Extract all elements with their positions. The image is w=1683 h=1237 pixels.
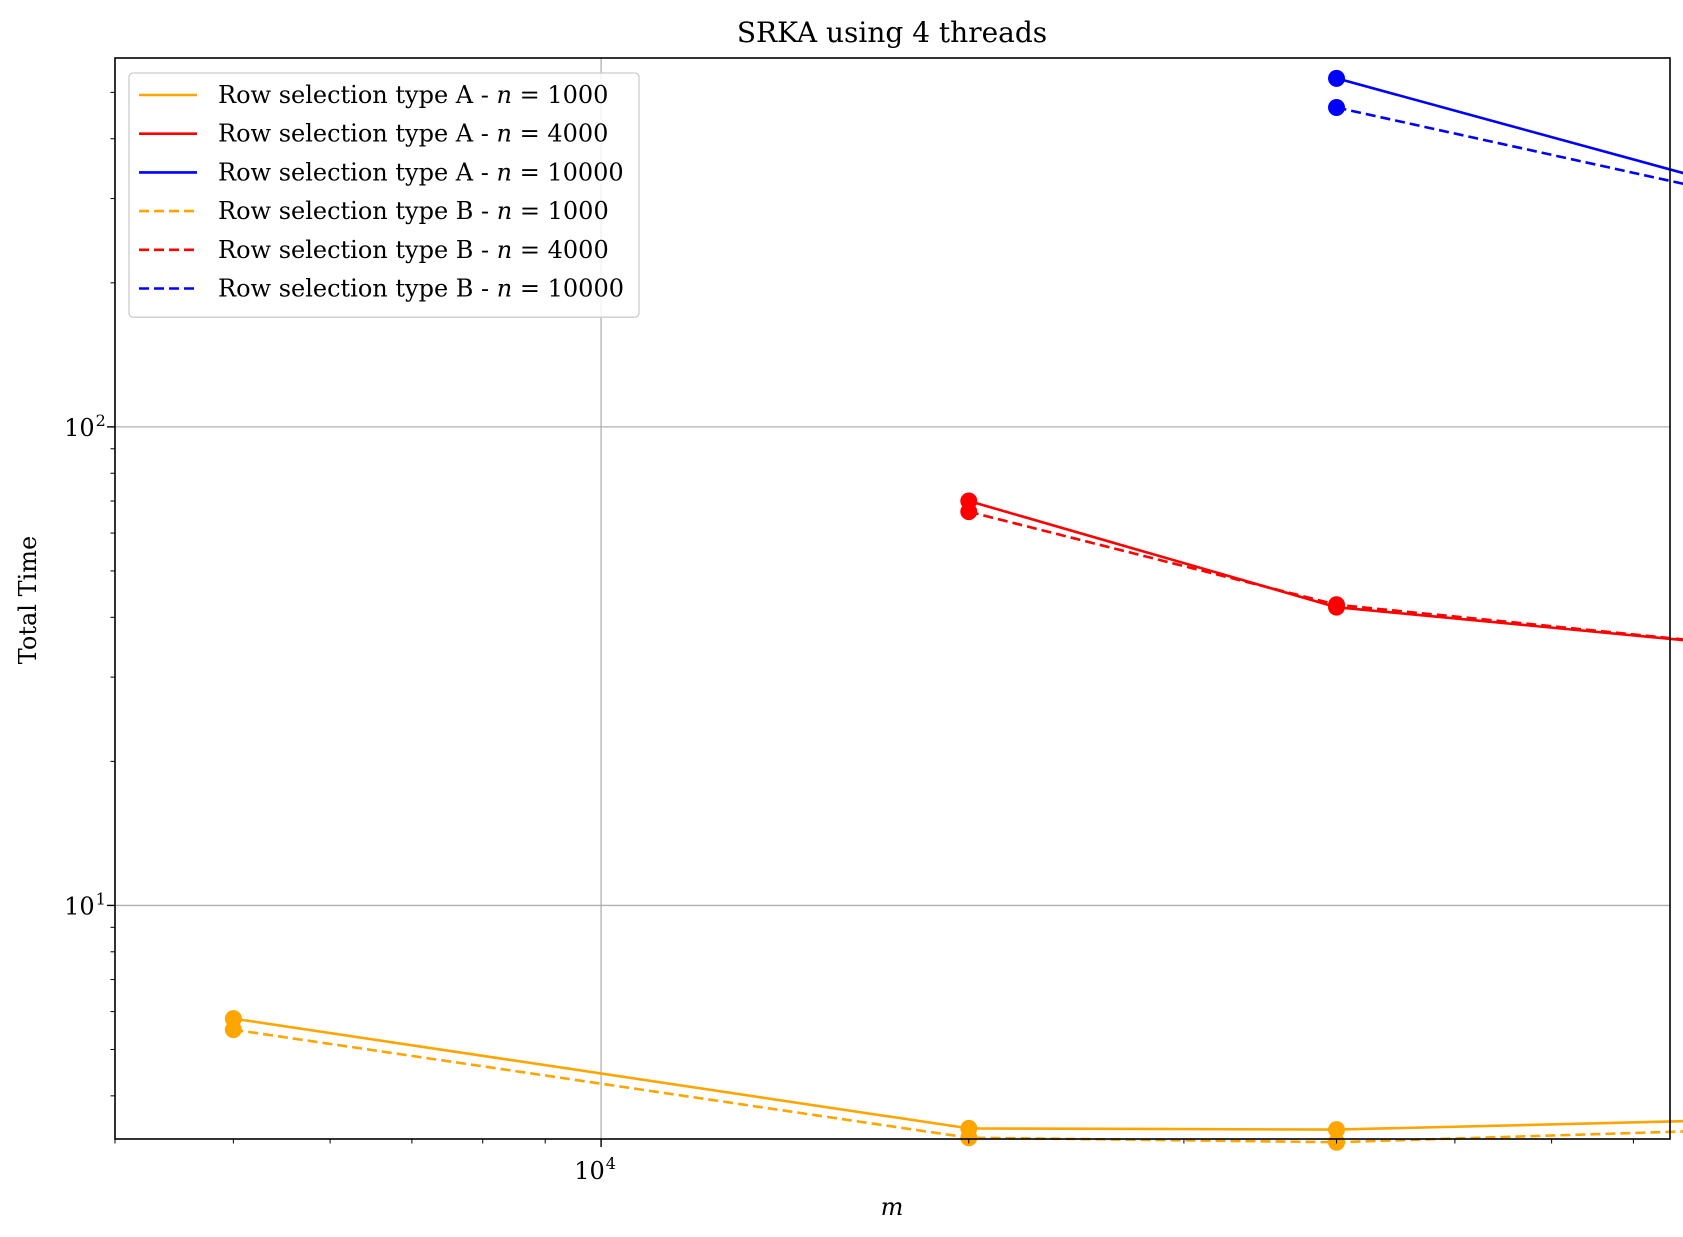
series-line-0 xyxy=(233,1017,1683,1131)
legend-item-5: Row selection type B - n = 10000 xyxy=(139,275,624,303)
x-tick-label-0: 104 xyxy=(574,1154,616,1185)
x-axis-label: m xyxy=(881,1193,904,1221)
y-tick-label-1: 102 xyxy=(64,411,106,442)
series-4-point-1 xyxy=(1328,596,1346,614)
series-3-point-0 xyxy=(224,1021,242,1039)
series-2-point-0 xyxy=(1328,69,1346,87)
series-4-point-0 xyxy=(960,503,978,521)
legend-label-3: Row selection type B - n = 1000 xyxy=(218,197,609,225)
legend-label-1: Row selection type A - n = 4000 xyxy=(218,120,608,148)
legend: Row selection type A - n = 1000 Row selec… xyxy=(128,72,640,318)
chart-title: SRKA using 4 threads xyxy=(737,16,1047,49)
series-3-point-1 xyxy=(960,1129,978,1147)
y-tick-label-0: 101 xyxy=(64,889,106,920)
legend-item-0: Row selection type A - n = 1000 xyxy=(139,81,608,109)
series-line-5 xyxy=(1336,106,1683,186)
series-2 xyxy=(1328,69,1683,175)
series-line-2 xyxy=(1336,77,1683,175)
series-5-point-0 xyxy=(1328,98,1346,116)
series-5 xyxy=(1328,98,1683,186)
legend-label-2: Row selection type A - n = 10000 xyxy=(218,158,624,186)
legend-item-2: Row selection type A - n = 10000 xyxy=(139,158,624,186)
legend-label-0: Row selection type A - n = 1000 xyxy=(218,81,608,109)
legend-item-4: Row selection type B - n = 4000 xyxy=(139,236,609,264)
axis-ticks: 104 101 102 xyxy=(64,91,1634,1185)
legend-item-1: Row selection type A - n = 4000 xyxy=(139,120,608,148)
series-0-point-2 xyxy=(1328,1121,1346,1139)
y-axis-label: Total Time xyxy=(14,536,42,665)
series-4 xyxy=(960,503,1683,641)
plot-frame xyxy=(114,57,1671,1140)
legend-label-5: Row selection type B - n = 10000 xyxy=(218,275,624,303)
legend-item-3: Row selection type B - n = 1000 xyxy=(139,197,609,225)
legend-label-4: Row selection type B - n = 4000 xyxy=(218,236,609,264)
legend-box xyxy=(128,72,640,318)
series-line-3 xyxy=(233,1028,1683,1144)
